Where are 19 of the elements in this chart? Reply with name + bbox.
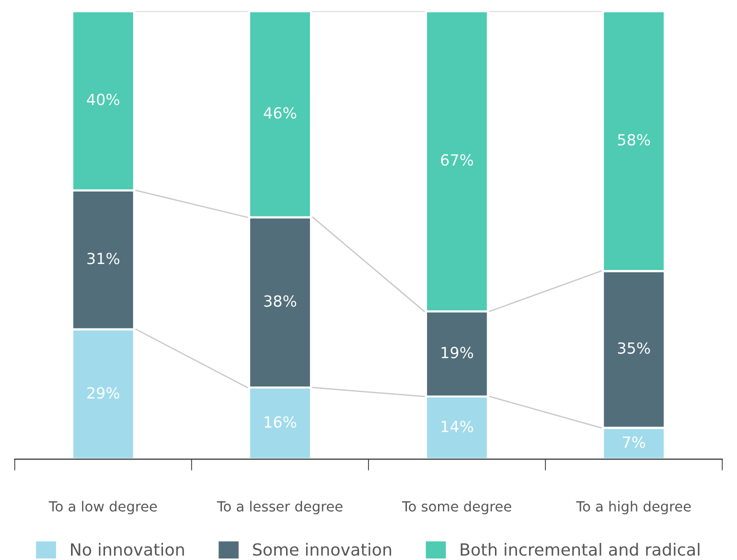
- data-label: 38%: [264, 295, 296, 307]
- x-tick-label: To some degree: [402, 500, 512, 514]
- data-label: 16%: [264, 416, 296, 428]
- legend-label: Both incremental and radical: [460, 542, 700, 556]
- data-label: 19%: [442, 346, 474, 358]
- legend-label: Some innovation: [253, 542, 392, 556]
- data-label: 58%: [618, 134, 650, 146]
- data-label: 31%: [87, 252, 120, 264]
- data-label: 29%: [87, 387, 120, 399]
- x-tick-label: To a high degree: [576, 500, 691, 514]
- x-tick-label: To a low degree: [48, 500, 157, 514]
- data-label: 7%: [622, 436, 646, 448]
- data-label: 67%: [441, 154, 474, 166]
- legend-label: No innovation: [71, 542, 184, 556]
- data-label: 46%: [264, 107, 296, 119]
- data-label: 40%: [86, 94, 120, 106]
- data-label: 35%: [618, 342, 650, 354]
- data-label: 14%: [442, 420, 474, 432]
- x-tick-label: To a lesser degree: [216, 500, 342, 514]
